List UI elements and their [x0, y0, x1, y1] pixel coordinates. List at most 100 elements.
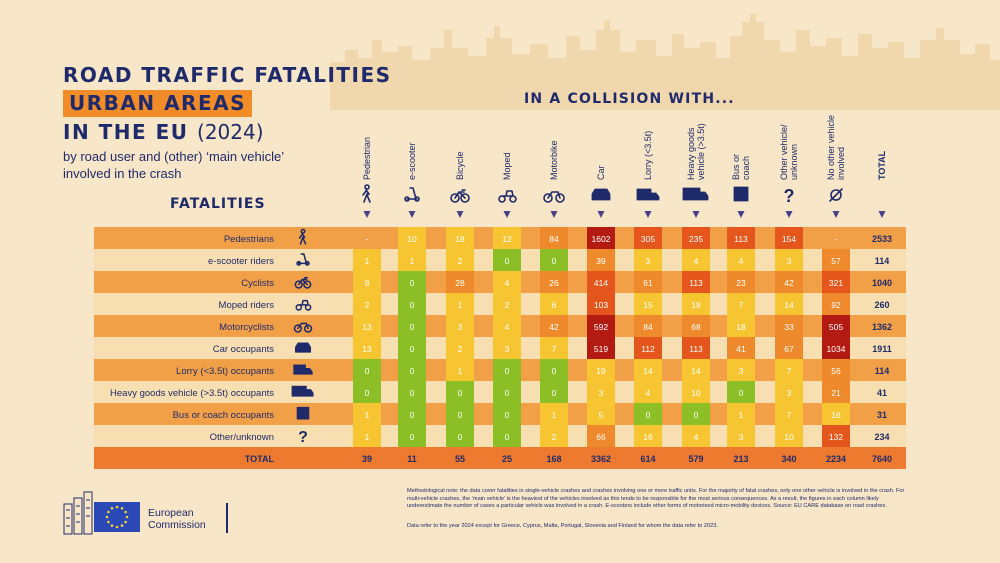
cell-value: 2 [505, 300, 510, 310]
cell-value: 1 [365, 256, 370, 266]
column-header-label: involved [836, 147, 846, 180]
cell-value: 66 [596, 432, 606, 442]
cell-value: 114 [875, 256, 890, 266]
cell-value: 414 [594, 278, 608, 288]
column-header-label: Bicycle [455, 151, 465, 180]
cell-value: 14 [691, 366, 701, 376]
heat-cell [682, 425, 710, 447]
cell-value: 10 [691, 388, 701, 398]
row-label: TOTAL [245, 454, 275, 464]
cell-value: 67 [784, 344, 794, 354]
title-line-1: ROAD TRAFFIC FATALITIES [63, 63, 392, 87]
bus-icon [733, 186, 749, 202]
heat-cell [634, 381, 662, 403]
motorbike-icon [543, 191, 565, 203]
heat-cell [822, 403, 850, 425]
row-motorbike-icon [293, 322, 313, 333]
heat-cell [353, 315, 381, 337]
heat-cell [727, 271, 755, 293]
heat-cell [727, 381, 755, 403]
heat-cell [493, 381, 521, 403]
cell-value: 0 [410, 388, 415, 398]
methodological-note: Methodological note: the data cover fata… [407, 488, 905, 510]
heat-cell [775, 425, 803, 447]
cell-value: 6 [552, 300, 557, 310]
heat-cell [398, 381, 426, 403]
column-header-label: Heavy goods [686, 127, 696, 180]
cell-value: 57 [831, 256, 841, 266]
row-e-scooter-icon [296, 253, 310, 266]
cell-value: 68 [691, 322, 701, 332]
row-label: Cyclists [241, 278, 274, 289]
row-pedestrian-icon [298, 228, 307, 245]
cell-value: 519 [594, 344, 608, 354]
column-arrow-icon [692, 211, 700, 218]
moped-icon [498, 190, 517, 203]
cell-value: 112 [641, 344, 655, 354]
heat-cell [634, 293, 662, 315]
row-label: Car occupants [213, 344, 275, 355]
cell-value: 4 [739, 256, 744, 266]
heat-cell [822, 315, 850, 337]
cell-value: 8 [365, 278, 370, 288]
cell-value: 592 [594, 322, 608, 332]
cell-value: 154 [782, 234, 796, 244]
heat-cell [634, 271, 662, 293]
cell-value: 15 [643, 300, 653, 310]
heat-cell [493, 337, 521, 359]
cell-value: 1 [739, 410, 744, 420]
heat-cell [587, 249, 615, 271]
column-header-label: TOTAL [877, 150, 887, 180]
lorry-icon [636, 188, 660, 201]
cell-value: 4 [694, 432, 699, 442]
heat-cell [493, 403, 521, 425]
heat-cell [682, 315, 710, 337]
cell-value: 7 [739, 300, 744, 310]
row-bus-icon [296, 406, 310, 420]
cell-value: 14 [784, 300, 794, 310]
heat-cell [775, 271, 803, 293]
cell-value: 7 [552, 344, 557, 354]
heat-cell [493, 227, 521, 249]
cell-value: 2234 [826, 454, 846, 464]
column-header-label: unknown [789, 144, 799, 180]
heat-cell [353, 425, 381, 447]
heat-cell [634, 337, 662, 359]
cell-value: 7 [787, 366, 792, 376]
heat-cell [727, 359, 755, 381]
cell-value: 213 [733, 454, 748, 464]
row-question-icon: ? [298, 429, 308, 446]
cell-value: 0 [505, 256, 510, 266]
column-header-label: e-scooter [407, 142, 417, 180]
cell-value: 260 [874, 300, 889, 310]
heat-cell [775, 359, 803, 381]
cell-value: 3 [599, 388, 604, 398]
heat-cell [587, 359, 615, 381]
heat-cell [540, 249, 568, 271]
cell-value: 505 [829, 322, 843, 332]
cell-value: 10 [784, 432, 794, 442]
title-line-3: IN THE EU (2024) [63, 118, 423, 146]
column-header-label: vehicle (>3.5t) [696, 123, 706, 180]
heat-cell [540, 403, 568, 425]
european-commission-logo [63, 491, 140, 535]
heat-cell [398, 425, 426, 447]
heat-cell [446, 359, 474, 381]
city-skyline-graphic [330, 14, 1000, 110]
cell-value: 0 [410, 322, 415, 332]
cell-value: 0 [552, 256, 557, 266]
column-header-label: Pedestrian [362, 137, 372, 180]
cell-value: 4 [505, 322, 510, 332]
cell-value: 0 [458, 432, 463, 442]
ec-logo-line-2: Commission [148, 519, 206, 531]
heat-cell [493, 271, 521, 293]
row-label: Bus or coach occupants [173, 410, 275, 421]
heat-cell [727, 315, 755, 337]
cell-value: 0 [694, 410, 699, 420]
heat-cell [540, 337, 568, 359]
heat-cell [587, 227, 615, 249]
cell-value: 18 [736, 322, 746, 332]
column-header-label: Car [596, 165, 606, 180]
table-row-band [94, 447, 906, 469]
heat-cell [682, 337, 710, 359]
